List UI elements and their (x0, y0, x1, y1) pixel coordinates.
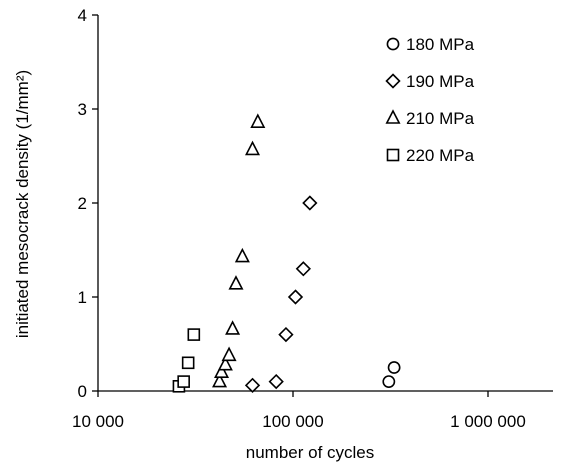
x-tick-label: 100 000 (262, 412, 323, 431)
legend-label: 210 MPa (406, 109, 475, 128)
legend-diamond-icon (385, 73, 401, 89)
legend-triangle-icon (385, 109, 401, 124)
triangle-data-point (212, 372, 228, 388)
triangle-data-point (234, 247, 250, 263)
y-tick-label: 2 (78, 194, 87, 213)
triangle-data-point (217, 355, 233, 371)
y-axis-title: initiated mesocrack density (1/mm²) (13, 70, 32, 338)
diamond-data-point (287, 289, 304, 305)
square-data-point (187, 328, 201, 341)
legend-label: 180 MPa (406, 35, 475, 54)
diamond-data-point (295, 261, 311, 277)
circle-data-point (387, 361, 401, 374)
axes-group (97, 15, 553, 392)
circle-data-point (382, 375, 396, 388)
square-data-point (181, 356, 195, 370)
ticks-group: 0 1 2 3 4 10 000 100 000 1 000 000 (72, 6, 526, 431)
x-axis-title: number of cycles (246, 443, 375, 462)
legend-label: 220 MPa (406, 146, 475, 165)
triangle-data-point (221, 346, 237, 362)
legend-label: 190 MPa (406, 72, 475, 91)
legend-circle-icon (386, 37, 400, 51)
square-data-point (177, 375, 190, 388)
y-tick-label: 0 (78, 382, 87, 401)
x-tick-label: 10 000 (72, 412, 124, 431)
triangle-data-point (250, 113, 266, 128)
diamond-data-point (244, 377, 261, 393)
diamond-data-point (278, 326, 294, 343)
y-tick-label: 1 (78, 288, 87, 307)
triangle-data-point (214, 363, 230, 379)
data-points-group (172, 113, 401, 393)
diamond-data-point (268, 373, 284, 390)
triangle-data-point (228, 275, 244, 290)
triangle-data-point (245, 140, 261, 156)
y-tick-label: 3 (78, 100, 87, 119)
legend-square-icon (386, 148, 400, 162)
x-tick-label: 1 000 000 (450, 412, 526, 431)
triangle-data-point (225, 320, 241, 335)
diamond-data-point (302, 195, 318, 211)
y-tick-label: 4 (78, 6, 87, 25)
legend: 180 MPa 190 MPa 210 MPa 220 MPa (385, 35, 475, 165)
